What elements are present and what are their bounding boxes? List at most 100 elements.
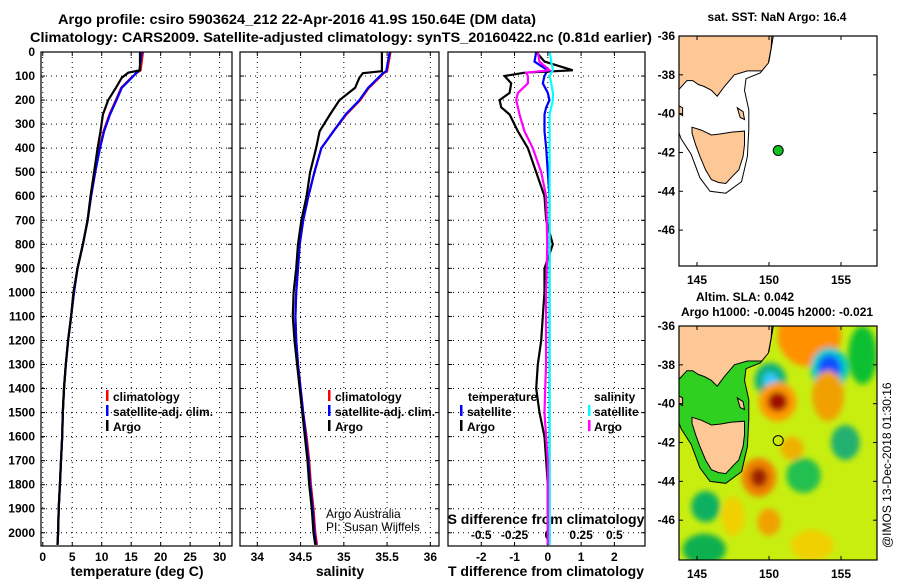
- lat-tick-label: -44: [658, 474, 676, 488]
- sla-map-title: Altim. SLA: 0.042: [696, 290, 794, 304]
- legend-swatch-argo: [328, 420, 331, 431]
- mainland-australia: [679, 36, 773, 97]
- temperature-panel: 0100200300400500600700800900100011001200…: [8, 45, 233, 564]
- depth-tick-label: 1100: [9, 309, 35, 323]
- sla-anomaly-blob: [721, 496, 745, 536]
- temperature-legend: climatology satellite-adj. clim. Argo: [106, 390, 213, 434]
- legend-swatch-satellite: [328, 405, 331, 416]
- lon-tick-label: 155: [831, 567, 851, 580]
- figure-title-line2: Climatology: CARS2009. Satellite-adjuste…: [30, 29, 652, 45]
- series-line-t-argo: [498, 51, 574, 545]
- lat-tick-label: -46: [658, 513, 676, 527]
- map-content: [679, 326, 877, 560]
- temperature-plot-frame: [40, 51, 233, 547]
- lat-tick-label: -40: [658, 107, 676, 121]
- map-content: [679, 36, 774, 194]
- depth-tick-label: 1600: [8, 430, 35, 444]
- depth-tick-label: 400: [15, 141, 35, 155]
- lat-tick-label: -46: [658, 223, 676, 237]
- imos-timestamp: @IMOS 13-Dec-2018 01:30:16: [880, 382, 894, 548]
- x-tick-label: 0: [39, 550, 46, 564]
- depth-tick-label: 1800: [8, 478, 35, 492]
- depth-tick-label: 2000: [8, 526, 35, 540]
- legend-swatch-s-satellite: [588, 405, 591, 416]
- depth-tick-label: 500: [15, 165, 35, 179]
- temperature-axis-title: temperature (deg C): [70, 563, 203, 579]
- depth-tick-label: 1200: [8, 333, 35, 347]
- mainland-australia: [679, 326, 773, 387]
- series-line-satellite-adj-clim-: [294, 51, 391, 545]
- sla-anomaly-blob: [830, 425, 860, 460]
- map-frame: [678, 325, 878, 561]
- flinders-island: [736, 106, 746, 121]
- sla-anomaly-blob: [767, 392, 788, 412]
- x-tick-label: -2: [476, 550, 487, 564]
- x-tick-label: 34: [251, 550, 265, 564]
- salinity-legend: climatology satellite-adj. clim. Argo: [328, 390, 435, 434]
- legend-swatch-s-argo: [588, 420, 591, 431]
- depth-tick-label: 100: [15, 69, 35, 83]
- lat-tick-label: -42: [658, 436, 676, 450]
- sla-anomaly-blob: [682, 533, 726, 560]
- legend-swatch-argo: [106, 420, 109, 431]
- legend-label-argo: Argo: [335, 420, 363, 434]
- s-diff-tick-label: 0.25: [569, 528, 593, 542]
- depth-tick-label: 800: [15, 237, 35, 251]
- depth-tick-label: 1700: [8, 454, 35, 468]
- legend-label-t-satellite: satellite: [467, 405, 512, 419]
- legend-label-climatology: climatology: [113, 390, 180, 404]
- legend-label-t-argo: Argo: [467, 420, 495, 434]
- x-tick-label: 0: [544, 550, 551, 564]
- sla-anomaly-blob: [750, 467, 768, 488]
- sla-anomaly-blob: [757, 508, 781, 536]
- depth-tick-label: 200: [15, 93, 35, 107]
- legend-label-argo: Argo: [113, 420, 141, 434]
- lat-tick-label: -36: [658, 29, 676, 43]
- series-line-argo: [291, 52, 383, 545]
- lat-tick-label: -36: [658, 319, 676, 333]
- sla-anomaly-blob: [848, 326, 877, 385]
- legend-label-climatology: climatology: [335, 390, 402, 404]
- legend-title-temperature: temperature: [468, 390, 538, 404]
- depth-tick-label: 300: [15, 117, 35, 131]
- sla-anomaly-blob: [812, 370, 844, 422]
- s-diff-tick-label: 0.5: [606, 528, 623, 542]
- sla-anomaly-blob: [691, 491, 721, 523]
- flinders-island: [736, 396, 746, 411]
- legend-label-s-argo: Argo: [594, 420, 622, 434]
- depth-tick-label: 700: [15, 213, 35, 227]
- depth-tick-label: 1000: [8, 285, 35, 299]
- x-tick-label: -1: [509, 550, 520, 564]
- x-tick-label: 10: [95, 550, 109, 564]
- legend-label-s-satellite: satellite: [594, 405, 639, 419]
- king-island: [679, 395, 684, 407]
- x-tick-label: 20: [154, 550, 168, 564]
- legend-label-satellite: satellite-adj. clim.: [113, 405, 213, 419]
- sla-anomaly-blob: [790, 529, 834, 560]
- depth-tick-label: 1400: [8, 382, 35, 396]
- s-diff-tick-label: -0.5: [471, 528, 492, 542]
- lon-tick-label: 145: [687, 567, 707, 580]
- sla-anomaly-blob: [786, 458, 821, 493]
- salinity-plot-frame: [239, 51, 440, 547]
- sla-map: 145 150 155 -36 -38 -40 -42 -44 -46: [658, 319, 878, 580]
- depth-tick-label: 1900: [8, 502, 35, 516]
- difference-plot-frame: [447, 51, 646, 547]
- legend-title-salinity: salinity: [594, 390, 636, 404]
- tasmania: [691, 126, 745, 185]
- isobath-line: [679, 326, 774, 484]
- x-tick-label: 25: [183, 550, 197, 564]
- difference-legend: temperature satellite Argo salinity sate…: [460, 390, 639, 434]
- x-tick-label: 35.5: [375, 550, 399, 564]
- series-line-argo: [56, 52, 142, 545]
- salinity-panel: 34 34.5 35 35.5 36: [239, 51, 440, 564]
- sdiff-axis-title: S difference from climatology: [448, 511, 645, 527]
- depth-tick-label: 1300: [8, 358, 35, 372]
- sst-map: 145 150 155 -36 -38 -40 -42 -44 -46: [658, 29, 878, 287]
- lat-tick-label: -38: [658, 68, 676, 82]
- legend-swatch-climatology: [106, 390, 109, 401]
- depth-tick-label: 1500: [8, 406, 35, 420]
- x-tick-label: 2: [611, 550, 618, 564]
- series-line-s-satellite: [548, 51, 555, 545]
